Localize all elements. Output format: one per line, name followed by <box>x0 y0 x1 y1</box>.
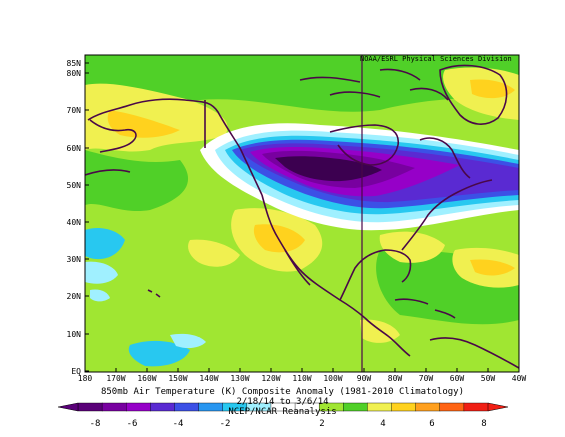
longitude-label: 180 <box>78 374 93 383</box>
cold-core-anomaly <box>275 156 382 182</box>
cool-subtropical-pacific <box>85 228 125 260</box>
credit-label: NOAA/ESRL Physical Sciences Division <box>360 55 512 63</box>
latitude-label: 60N <box>67 144 82 153</box>
data-source: NCEP/NCAR Reanalysis <box>228 407 337 417</box>
colorbar-tick: -8 <box>90 419 101 429</box>
colorbar-tick: 4 <box>380 419 385 429</box>
longitude-label: 80W <box>388 374 403 383</box>
longitude-label: 50W <box>481 374 496 383</box>
longitude-label: 120W <box>261 374 280 383</box>
latitude-label: 40N <box>67 218 82 227</box>
latitude-label: 80N <box>67 69 82 78</box>
longitude-label: 150W <box>168 374 187 383</box>
longitude-label: 160W <box>137 374 156 383</box>
longitude-label: 110W <box>292 374 311 383</box>
longitude-label: 170W <box>106 374 125 383</box>
longitude-label: 90W <box>357 374 372 383</box>
colorbar-tick: -4 <box>173 419 184 429</box>
longitude-label: 70W <box>419 374 434 383</box>
longitude-labels: 180 170W 160W 150W 140W 130W 120W 110W 100W 90W 80… <box>78 368 527 383</box>
colorbar-tick: -6 <box>127 419 138 429</box>
colorbar-max-arrow <box>487 402 509 412</box>
latitude-label: 50N <box>67 181 82 190</box>
latitude-label: 10N <box>67 330 82 339</box>
latitude-label: EQ <box>71 367 81 376</box>
colorbar-min-arrow <box>57 402 79 412</box>
colorbar-tick: -2 <box>220 419 231 429</box>
colorbar-tick: 6 <box>429 419 434 429</box>
latitude-label: 85N <box>67 59 82 68</box>
longitude-label: 140W <box>199 374 218 383</box>
coastlines <box>85 64 519 369</box>
latitude-label: 70N <box>67 106 82 115</box>
colorbar-tick: 8 <box>481 419 486 429</box>
figure-title: 850mb Air Temperature (K) Composite Anom… <box>100 387 465 397</box>
longitude-label: 100W <box>323 374 342 383</box>
longitude-label: 40W <box>512 374 527 383</box>
longitude-label: 60W <box>450 374 465 383</box>
latitude-label: 20N <box>67 292 82 301</box>
latitude-label: 30N <box>67 255 82 264</box>
longitude-label: 130W <box>230 374 249 383</box>
colorbar <box>57 402 509 412</box>
colorbar-tick-labels: -8 -6 -4 -2 2 4 6 8 <box>90 419 487 429</box>
date-range: 2/18/14 to 3/6/14 <box>236 397 329 407</box>
colorbar-tick: 2 <box>319 419 324 429</box>
anomaly-field <box>85 55 519 372</box>
